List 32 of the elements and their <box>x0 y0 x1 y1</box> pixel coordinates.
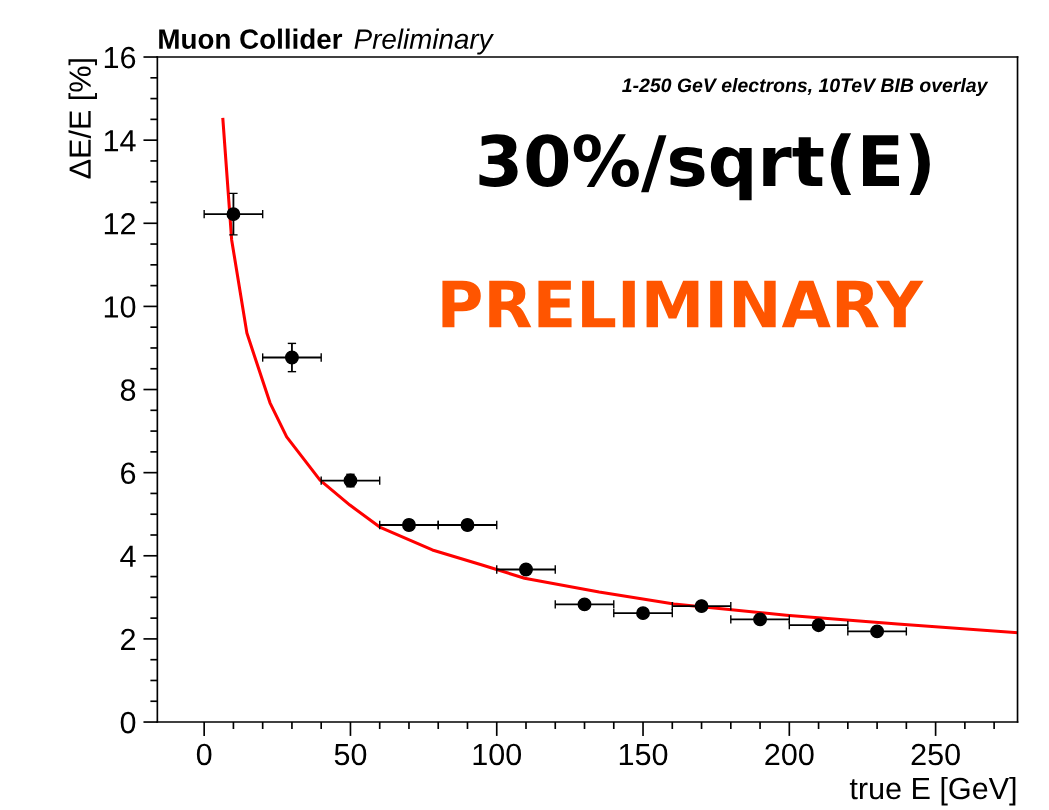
annotation: 1-250 GeV electrons, 10TeV BIB overlay <box>622 77 989 97</box>
x-tick-label: 100 <box>473 743 522 766</box>
point <box>284 350 299 365</box>
y-tick-label: 14 <box>104 130 136 152</box>
point <box>870 624 885 639</box>
y-tick-label: 6 <box>121 462 136 485</box>
x-tick-label: 0 <box>196 743 212 766</box>
x-tick-label: 250 <box>911 743 960 766</box>
x-tick-label: 50 <box>334 743 367 766</box>
y-tick-label: 8 <box>120 379 136 401</box>
y-tick-label: 4 <box>120 545 136 567</box>
y-tick-label: 2 <box>121 628 135 650</box>
y-tick-label: 0 <box>120 711 136 734</box>
y-tick-label: 10 <box>104 296 136 318</box>
x-tick-label: 200 <box>765 743 814 766</box>
line-series <box>221 117 1018 635</box>
point <box>694 599 709 614</box>
y-tick-label: 16 <box>104 46 136 69</box>
point <box>577 597 592 612</box>
x-axis-title: true E [GeV] <box>849 776 1016 806</box>
annotation: 30%/sqrt(E) <box>479 133 930 201</box>
point <box>636 606 650 621</box>
point <box>753 612 768 627</box>
chart-title: Muon Collider <box>159 28 343 49</box>
y-axis-title: ΔE/E [%] <box>68 59 97 179</box>
point <box>226 207 241 222</box>
point <box>811 618 826 633</box>
annotation: PRELIMINARY <box>442 280 924 328</box>
x-tick-label: 150 <box>619 743 668 766</box>
y-tick-label: 12 <box>104 213 135 235</box>
point <box>519 562 533 577</box>
chart-subtitle: Preliminary <box>354 28 494 55</box>
